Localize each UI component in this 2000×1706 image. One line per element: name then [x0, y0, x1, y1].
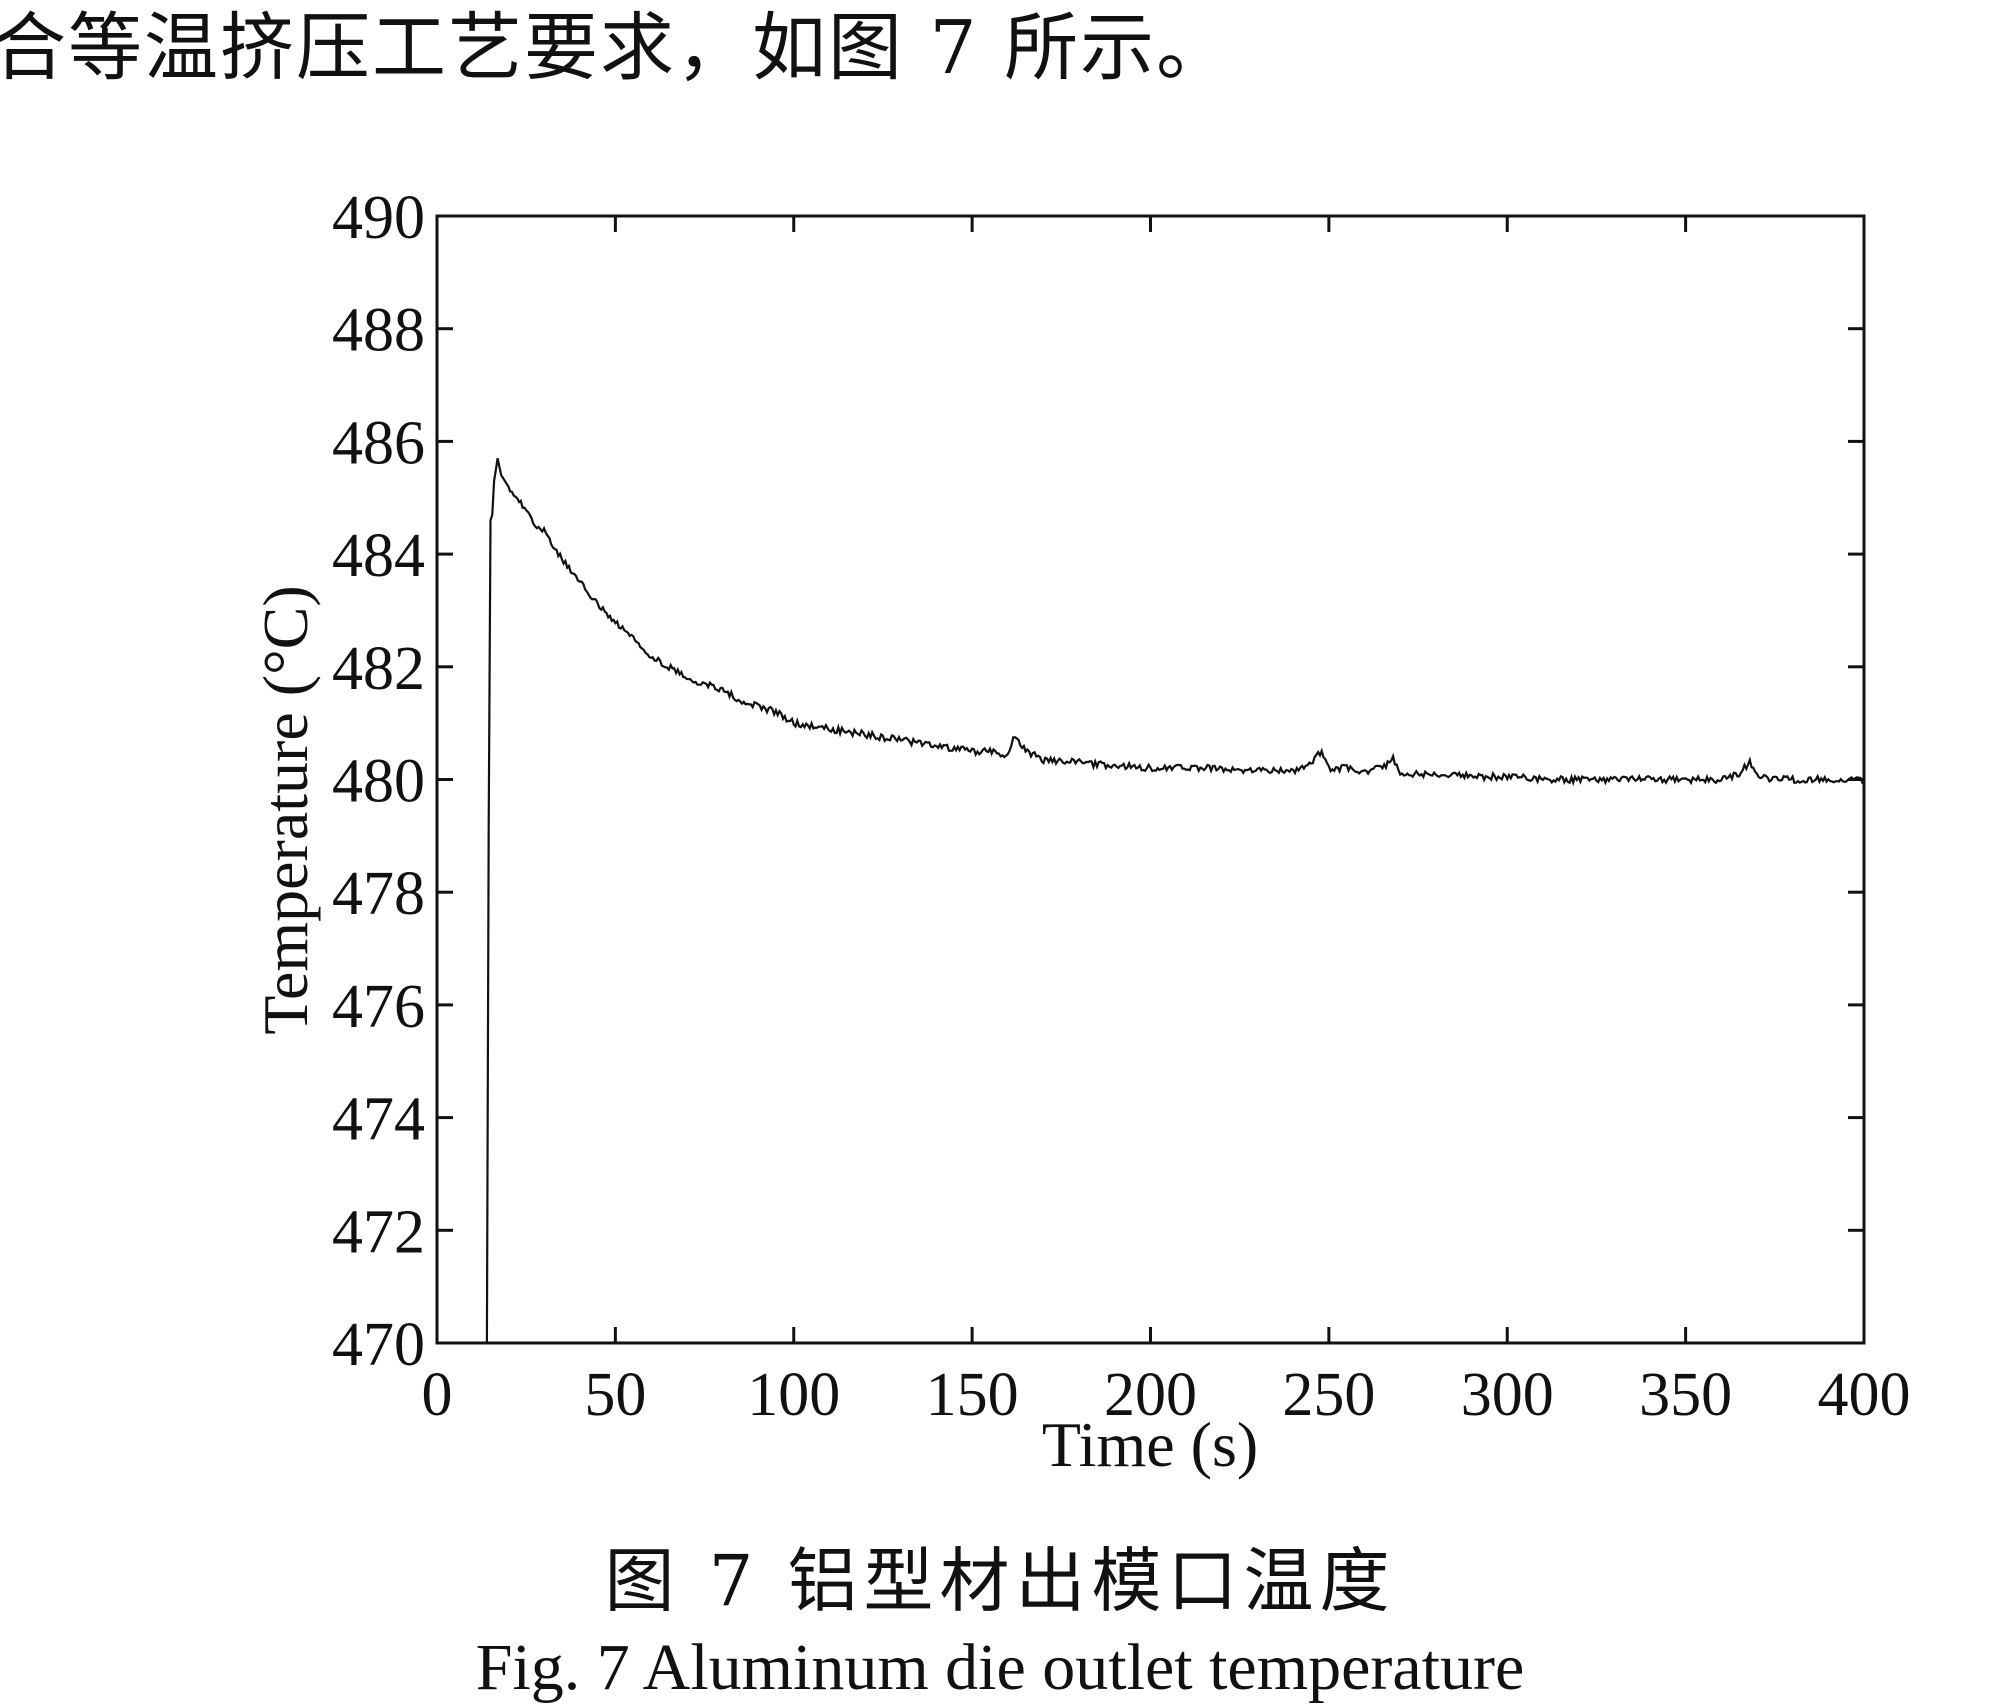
y-tick-label: 490 — [332, 184, 425, 252]
y-tick-label: 472 — [332, 1198, 425, 1266]
figure-caption-en: Fig. 7 Aluminum die outlet temperature — [475, 1631, 1525, 1704]
x-tick-label: 100 — [747, 1361, 840, 1429]
y-tick-label: 488 — [332, 297, 425, 365]
series-line — [437, 458, 1865, 1345]
temperature-line-chart: 0 50 100 150 200 250 300 350 400 470 472 474 476 478 4… — [250, 184, 1911, 1480]
x-tick-label: 150 — [926, 1361, 1019, 1429]
y-tick-label: 480 — [332, 748, 425, 816]
x-tick-label: 400 — [1818, 1361, 1911, 1429]
y-tick-label: 474 — [332, 1086, 425, 1154]
x-tick-label: 350 — [1639, 1361, 1732, 1429]
y-tick-label: 470 — [332, 1311, 425, 1379]
plot-frame — [435, 214, 1866, 1345]
x-tick-label: 0 — [422, 1361, 453, 1429]
x-tick-label: 300 — [1461, 1361, 1554, 1429]
figure-caption-cn: 图 7 铝型材出模口温度 — [604, 1540, 1396, 1622]
x-axis-title: Time (s) — [1042, 1409, 1258, 1480]
y-tick-label: 482 — [332, 635, 425, 703]
y-tick-label: 484 — [332, 522, 425, 590]
y-tick-label: 486 — [332, 409, 425, 477]
x-tick-label: 250 — [1282, 1361, 1375, 1429]
axis-ticks — [435, 214, 1866, 1345]
document-intro-text: 合等温挤压工艺要求，如图 7 所示。 — [0, 5, 1233, 91]
y-tick-label: 476 — [332, 973, 425, 1041]
y-axis-title: Temperature (°C) — [250, 585, 321, 1034]
x-tick-label: 50 — [584, 1361, 646, 1429]
tick-labels: 0 50 100 150 200 250 300 350 400 470 472 474 476 478 4… — [332, 184, 1911, 1429]
x-tick-label: 200 — [1104, 1361, 1197, 1429]
y-tick-label: 478 — [332, 860, 425, 928]
